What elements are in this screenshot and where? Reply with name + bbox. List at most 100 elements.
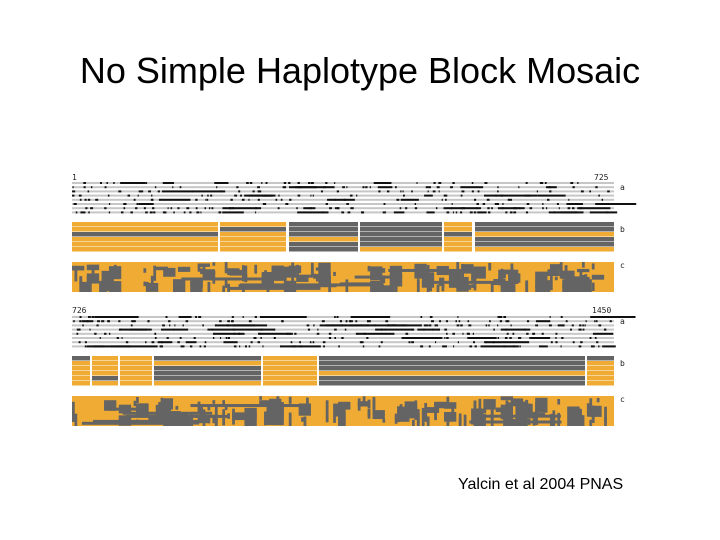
snp-mark: [84, 341, 87, 344]
haplotype-block-stripe: [220, 242, 286, 247]
snp-mark: [208, 207, 211, 210]
mosaic-cell: [180, 284, 184, 292]
mosaic-cell: [315, 274, 319, 282]
mosaic-cell: [306, 397, 309, 414]
snp-mark: [283, 182, 287, 184]
snp-mark: [402, 190, 404, 193]
haplotype-block-stripe: [475, 237, 614, 242]
snp-mark: [472, 332, 474, 335]
snp-mark: [336, 190, 340, 193]
snp-mark: [497, 316, 501, 318]
snp-mark: [153, 211, 155, 214]
snp-mark: [127, 194, 131, 197]
snp-mark: [473, 198, 477, 201]
snp-mark: [170, 207, 173, 210]
snp-mark: [294, 332, 297, 335]
haplotype-block-stripe: [72, 381, 90, 386]
snp-mark: [602, 345, 616, 348]
snp-mark: [147, 320, 150, 323]
snp-mark: [457, 341, 459, 344]
mosaic-cell: [441, 277, 445, 292]
mosaic-run: [112, 421, 200, 425]
snp-mark: [316, 332, 320, 335]
snp-mark: [425, 324, 429, 327]
mosaic-cell: [549, 274, 553, 291]
mosaic-cell: [577, 282, 580, 286]
mosaic-cell: [153, 265, 157, 281]
snp-mark: [589, 190, 592, 193]
snp-mark: [549, 316, 551, 318]
snp-mark: [202, 324, 204, 327]
mosaic-cell: [145, 403, 149, 416]
mosaic-cell: [554, 276, 558, 281]
mosaic-cell: [569, 278, 573, 288]
mosaic-cell: [200, 407, 203, 416]
snp-mark: [214, 182, 229, 184]
mosaic-cell: [404, 411, 417, 419]
snp-mark: [102, 320, 105, 323]
mosaic-cell: [160, 403, 164, 420]
snp-mark: [582, 190, 584, 193]
snp-mark: [550, 341, 553, 344]
snp-mark: [161, 190, 204, 193]
snp-mark: [469, 345, 473, 348]
snp-mark: [133, 198, 136, 201]
snp-mark: [332, 186, 335, 189]
snp-mark: [484, 194, 531, 197]
snp-mark: [307, 328, 311, 331]
snp-mark: [497, 190, 499, 193]
snp-mark: [81, 320, 94, 323]
snp-mark: [90, 207, 94, 210]
mosaic-cell: [473, 401, 477, 413]
snp-mark: [227, 320, 230, 323]
snp-mark: [75, 211, 78, 214]
snp-mark: [219, 337, 222, 339]
snp-mark: [73, 190, 76, 193]
mosaic-cell: [416, 279, 420, 292]
mosaic-cell: [145, 282, 159, 292]
mosaic-cell: [333, 415, 336, 423]
mosaic-cell: [291, 276, 295, 280]
haplotype-block-stripe: [120, 376, 152, 381]
mosaic-cell: [535, 281, 548, 292]
snp-mark: [273, 337, 276, 339]
snp-mark: [185, 341, 197, 344]
mosaic-run: [240, 283, 384, 287]
haplotype-block-stripe: [587, 371, 614, 376]
mosaic-cell: [461, 264, 465, 272]
snp-mark: [275, 198, 278, 201]
snp-mark: [462, 332, 464, 335]
snp-mark: [107, 320, 110, 323]
snp-mark: [328, 337, 332, 339]
snp-mark: [108, 203, 111, 205]
mosaic-cell: [155, 266, 169, 271]
snp-mark: [474, 345, 477, 348]
snp-mark: [130, 316, 134, 318]
mosaic-cell: [367, 399, 371, 409]
snp-mark: [436, 324, 439, 327]
snp-mark: [78, 194, 82, 197]
mosaic-cell: [160, 397, 164, 407]
snp-mark: [435, 341, 437, 344]
snp-track-line: [72, 190, 614, 193]
snp-mark: [78, 341, 81, 344]
snp-mark: [140, 190, 144, 193]
snp-mark: [248, 320, 252, 323]
haplotype-block-stripe: [92, 361, 118, 366]
snp-mark: [97, 320, 100, 323]
snp-mark: [282, 186, 286, 189]
snp-mark: [249, 328, 276, 331]
snp-mark: [76, 332, 79, 335]
snp-mark: [526, 320, 530, 323]
snp-mark: [596, 341, 599, 344]
snp-mark: [362, 186, 365, 189]
haplotype-block-stripe: [263, 381, 317, 386]
snp-mark: [222, 207, 262, 210]
snp-mark: [446, 211, 450, 214]
snp-mark: [101, 320, 103, 323]
snp-mark: [334, 316, 336, 318]
snp-mark: [136, 203, 139, 205]
snp-mark: [185, 320, 189, 323]
mosaic-cell: [503, 272, 506, 279]
mosaic-cell: [72, 412, 75, 418]
